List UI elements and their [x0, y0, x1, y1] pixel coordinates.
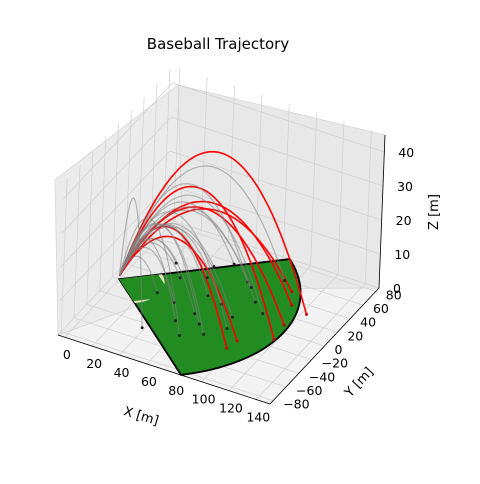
- z-tick-label: 30: [397, 179, 413, 194]
- grid-line-x-wall: [310, 112, 317, 266]
- batted-ball-trajectory: [118, 237, 177, 277]
- grid-line-z-left: [63, 82, 173, 200]
- grid-line-x-wall: [364, 130, 372, 284]
- grid-line-y-wall: [60, 178, 68, 332]
- landing-point: [290, 303, 294, 307]
- x-tick-label: 40: [114, 365, 130, 380]
- batted-ball-trajectory: [118, 224, 222, 305]
- landing-point: [249, 286, 253, 290]
- landing-point: [178, 276, 182, 280]
- chart-title: Baseball Trajectory: [147, 35, 290, 53]
- grid-line-z-back: [170, 116, 384, 187]
- z-tick-label: 20: [396, 213, 412, 228]
- grid-line-z-back: [172, 82, 385, 153]
- grid-line-z-left: [61, 116, 172, 234]
- batted-ball-trajectory: [118, 217, 181, 336]
- z-tick-label: 10: [394, 247, 410, 262]
- grid-line-y-wall: [73, 164, 81, 318]
- grid-line-x-wall: [282, 103, 290, 257]
- landing-point: [197, 322, 201, 326]
- landing-point: [235, 339, 239, 343]
- landing-point: [202, 332, 206, 336]
- home-run-trajectory: [118, 150, 308, 315]
- home-run-trajectory: [118, 207, 293, 293]
- landing-point: [290, 290, 294, 294]
- landing-point: [253, 300, 257, 304]
- grid-line-y-wall: [99, 137, 107, 291]
- landing-point: [193, 312, 197, 316]
- y-tick-label: −20: [322, 356, 348, 371]
- landing-point: [205, 276, 209, 280]
- landing-point: [178, 333, 182, 337]
- landing-point: [173, 319, 177, 323]
- grid-line-y-floor: [61, 331, 274, 401]
- grid-line-y-wall: [163, 69, 171, 223]
- landing-point: [155, 291, 159, 295]
- landing-point: [225, 346, 229, 350]
- grid-line-z-back: [166, 218, 380, 289]
- x-tick-label: 120: [219, 401, 243, 416]
- x-tick-label: 140: [246, 410, 270, 425]
- batted-ball-trajectory: [118, 223, 205, 335]
- y-tick-label: −80: [283, 397, 309, 412]
- landing-point: [283, 279, 287, 283]
- y-tick-label: 40: [360, 315, 376, 330]
- grid-line-z-back: [169, 150, 382, 221]
- x-tick-label: 60: [141, 374, 157, 389]
- grid-line-x-wall: [173, 68, 181, 222]
- grid-line-y-wall: [112, 123, 119, 278]
- grid-line-z-left: [60, 150, 170, 268]
- landing-point: [174, 261, 178, 265]
- trajectory-lines: [118, 150, 308, 350]
- landing-point: [261, 312, 265, 316]
- grid-line-y-wall: [124, 110, 132, 264]
- z-axis-line: [378, 134, 386, 289]
- z-tick-label: 0: [393, 281, 401, 296]
- x-tick-label: 100: [192, 392, 216, 407]
- landing-point: [212, 264, 216, 268]
- x-tick-label: 80: [168, 383, 184, 398]
- y-tick-label: −60: [296, 383, 322, 398]
- grid-line-x-wall: [200, 77, 208, 231]
- tick-labels: 020406080100120140806040200−20−40−60−804…: [63, 145, 414, 425]
- x-axis-line: [57, 334, 271, 405]
- grid-line-z-left: [59, 184, 169, 302]
- grid-line-y-wall: [86, 151, 94, 305]
- y-tick-label: −40: [309, 369, 335, 384]
- infield-grass-diamond: [119, 274, 173, 302]
- batted-ball-trajectory: [118, 197, 143, 328]
- y-tick-label: 60: [373, 301, 389, 316]
- y-tick-label: 20: [347, 328, 363, 343]
- y-tick-label: 80: [386, 287, 402, 302]
- x-tick-label: 0: [63, 347, 71, 362]
- z-tick-label: 40: [398, 145, 414, 160]
- grid-line-y-floor: [163, 222, 376, 292]
- landing-point: [272, 337, 276, 341]
- landing-point: [140, 326, 144, 330]
- landing-point: [206, 294, 210, 298]
- axis-lines: [57, 134, 386, 405]
- grid-line-x-wall: [337, 121, 345, 275]
- grid-line-x-wall: [255, 94, 263, 248]
- landing-point: [304, 312, 308, 316]
- batted-ball-trajectory: [118, 165, 286, 281]
- landing-point: [231, 315, 235, 319]
- landing-point: [232, 262, 236, 266]
- x-tick-label: 20: [86, 356, 102, 371]
- y-axis-line: [269, 287, 380, 405]
- y-tick-label: 0: [335, 342, 343, 357]
- z-axis-label: Z [m]: [427, 194, 442, 230]
- grid-line-x-wall: [228, 86, 235, 240]
- landing-point: [225, 327, 229, 331]
- landing-point: [282, 323, 286, 327]
- x-axis-label: X [m]: [122, 404, 161, 429]
